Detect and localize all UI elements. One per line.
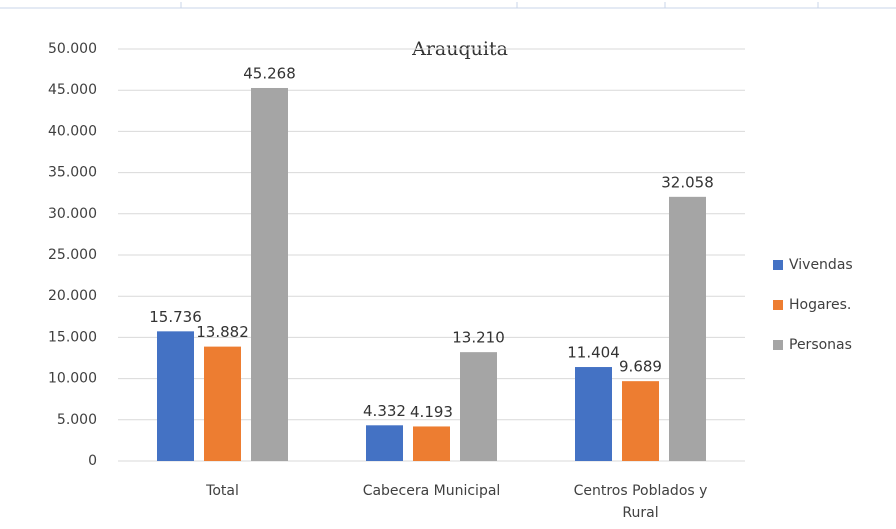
x-tick-label: Centros Poblados y Rural [573, 483, 708, 521]
y-tick-label: 25.000 [48, 247, 97, 263]
data-label: 45.268 [243, 64, 296, 82]
y-tick-label: 5.000 [57, 412, 97, 428]
data-label: 9.689 [619, 358, 662, 376]
y-tick-label: 35.000 [48, 165, 97, 181]
bar [575, 367, 612, 461]
bar [251, 87, 288, 462]
bar [413, 426, 450, 461]
y-tick-label: 40.000 [48, 123, 97, 139]
data-label: 11.404 [567, 344, 620, 362]
y-tick-label: 15.000 [48, 329, 97, 345]
y-tick-label: 50.000 [48, 41, 97, 57]
bar [157, 331, 194, 461]
y-tick-label: 0 [88, 453, 97, 469]
y-tick-label: 45.000 [48, 82, 97, 98]
data-label: 4.193 [410, 403, 453, 421]
legend-swatch [773, 340, 783, 350]
legend-label: Personas [789, 337, 852, 353]
data-label: 32.058 [661, 173, 714, 191]
bar [669, 196, 706, 461]
data-label: 13.882 [196, 323, 249, 341]
bar [204, 346, 241, 461]
y-tick-label: 10.000 [48, 371, 97, 387]
data-label: 15.736 [149, 308, 202, 326]
x-tick-label: Total [206, 483, 239, 499]
bar [366, 425, 403, 461]
data-label: 4.332 [363, 402, 406, 420]
x-tick-label: Cabecera Municipal [362, 483, 501, 499]
bar [460, 352, 497, 461]
y-tick-label: 30.000 [48, 206, 97, 222]
legend-label: Vivendas [789, 257, 853, 273]
y-tick-label: 20.000 [48, 288, 97, 304]
legend-label: Hogares. [789, 297, 851, 313]
data-label: 13.210 [452, 329, 505, 347]
legend-swatch [773, 260, 783, 270]
bar [622, 381, 659, 461]
legend-swatch [773, 300, 783, 310]
